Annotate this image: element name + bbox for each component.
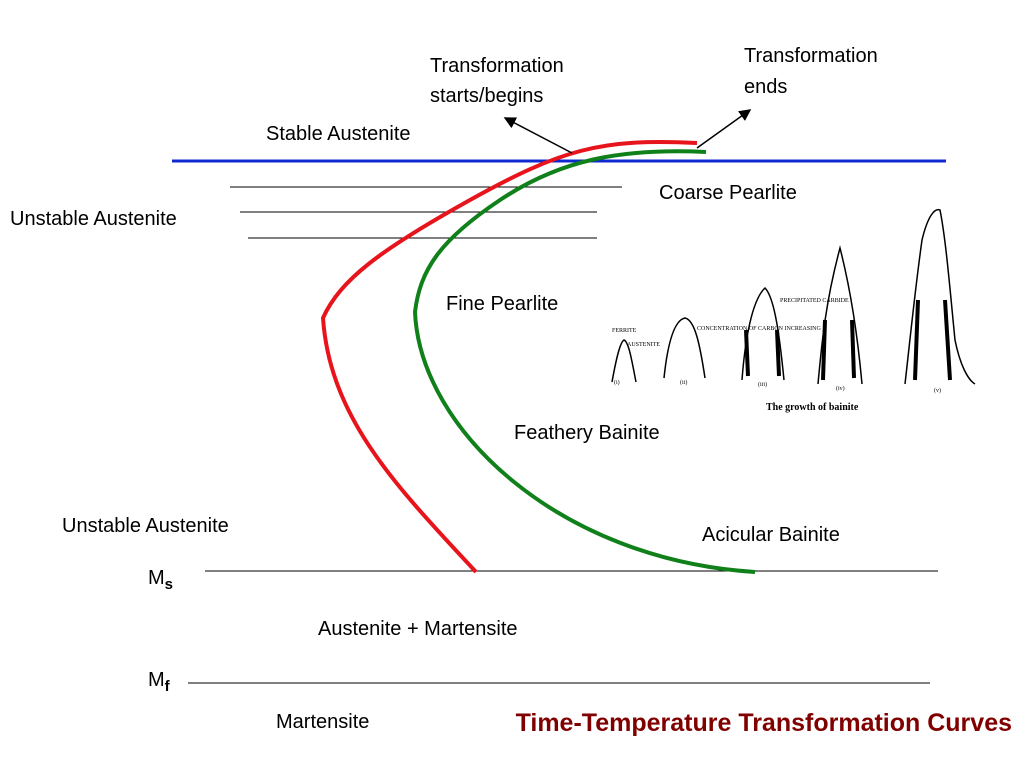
mf-label: Mf	[148, 669, 171, 695]
inset-stage: (iii)	[758, 381, 767, 388]
inset-stage: (ii)	[680, 379, 687, 386]
symbol: M	[148, 669, 165, 691]
region-label: Feathery Bainite	[514, 422, 660, 444]
annotation: Transformation	[430, 55, 564, 77]
inset-stage: (iv)	[836, 385, 845, 392]
inset-stage: (i)	[614, 379, 620, 386]
region-label: Austenite + Martensite	[318, 618, 518, 640]
inset-label: PRECIPITATED CARBIDE	[780, 298, 849, 304]
region-label: Coarse Pearlite	[659, 182, 797, 204]
annotation: starts/begins	[430, 85, 543, 107]
arrow	[503, 117, 573, 154]
region-label: Acicular Bainite	[702, 524, 840, 546]
inset-label: FERRITE	[612, 328, 637, 334]
annotation: Transformation	[744, 45, 878, 67]
region-label: Fine Pearlite	[446, 293, 558, 315]
arrow	[696, 109, 752, 149]
region-label: Unstable Austenite	[10, 208, 177, 230]
region-label: Martensite	[276, 711, 369, 733]
inset-figure: FERRITE AUSTENITE CONCENTRATION OF CARBO…	[597, 205, 985, 417]
region-label: Stable Austenite	[266, 123, 411, 145]
inset-label: AUSTENITE	[627, 342, 660, 348]
finish-curve	[412, 149, 756, 574]
start-curve	[320, 139, 698, 574]
subscript: s	[165, 576, 173, 593]
inset-caption: The growth of bainite	[766, 402, 859, 413]
inset-label: CONCENTRATION OF CARBON INCREASING	[697, 326, 822, 332]
region-label: Unstable Austenite	[62, 515, 229, 537]
subscript: f	[165, 678, 171, 695]
ms-label: Ms	[148, 567, 173, 593]
symbol: M	[148, 567, 165, 589]
title: Time-Temperature Transformation Curves	[516, 709, 1012, 737]
annotation: ends	[744, 76, 787, 98]
inset-stage: (v)	[934, 387, 941, 394]
isotherms	[188, 186, 938, 684]
